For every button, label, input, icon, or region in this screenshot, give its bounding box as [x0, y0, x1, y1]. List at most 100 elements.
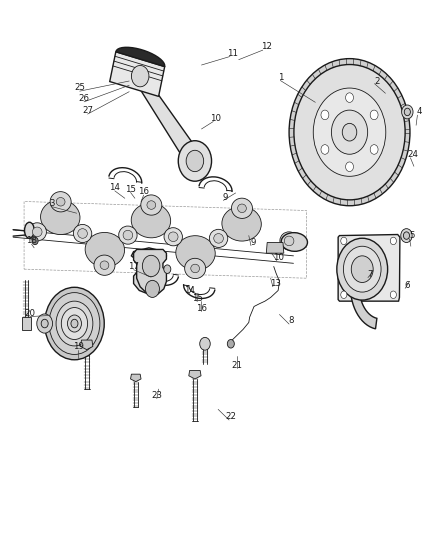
Circle shape [390, 237, 396, 245]
Ellipse shape [100, 261, 109, 270]
Ellipse shape [132, 70, 144, 82]
Ellipse shape [280, 232, 298, 250]
Circle shape [178, 141, 212, 181]
Circle shape [370, 144, 378, 154]
Text: 5: 5 [409, 231, 414, 240]
Circle shape [164, 265, 171, 273]
Ellipse shape [222, 206, 261, 241]
Ellipse shape [141, 195, 162, 215]
Text: 15: 15 [191, 294, 203, 303]
Text: 14: 14 [184, 286, 195, 295]
Ellipse shape [85, 232, 124, 267]
Circle shape [71, 319, 78, 328]
Text: 6: 6 [405, 281, 410, 289]
Polygon shape [134, 249, 166, 295]
Text: 16: 16 [196, 304, 207, 312]
Polygon shape [131, 248, 166, 294]
Circle shape [32, 237, 38, 245]
Circle shape [346, 162, 353, 172]
Ellipse shape [131, 203, 171, 238]
Ellipse shape [164, 228, 182, 246]
Ellipse shape [119, 226, 137, 244]
Ellipse shape [56, 198, 65, 206]
Text: 12: 12 [261, 43, 272, 51]
Text: 19: 19 [73, 342, 83, 351]
Ellipse shape [237, 204, 246, 213]
Ellipse shape [123, 230, 133, 240]
Circle shape [346, 93, 353, 102]
Circle shape [45, 287, 104, 360]
Circle shape [313, 88, 386, 176]
Circle shape [41, 319, 48, 328]
Circle shape [131, 66, 149, 87]
Circle shape [390, 291, 396, 298]
Polygon shape [189, 370, 201, 379]
Polygon shape [131, 374, 141, 382]
Circle shape [341, 291, 347, 298]
Circle shape [404, 108, 410, 116]
Circle shape [289, 59, 410, 206]
Ellipse shape [281, 232, 307, 252]
Text: 9: 9 [251, 238, 256, 247]
Text: 26: 26 [78, 94, 90, 103]
Circle shape [67, 315, 81, 332]
Ellipse shape [231, 198, 252, 219]
Text: 16: 16 [138, 188, 149, 196]
Circle shape [337, 238, 388, 300]
Circle shape [351, 256, 373, 282]
Text: 25: 25 [74, 84, 85, 92]
Text: 14: 14 [109, 183, 120, 192]
Circle shape [401, 229, 412, 243]
Polygon shape [266, 243, 284, 253]
Circle shape [145, 280, 159, 297]
Text: 2: 2 [374, 77, 379, 85]
Circle shape [294, 64, 405, 200]
Ellipse shape [50, 192, 71, 212]
Ellipse shape [25, 222, 34, 238]
Text: 20: 20 [24, 309, 35, 318]
Text: 9: 9 [223, 193, 228, 201]
Ellipse shape [74, 224, 92, 243]
Ellipse shape [94, 255, 115, 276]
Ellipse shape [78, 229, 87, 238]
Ellipse shape [28, 223, 46, 241]
Circle shape [37, 314, 53, 333]
Text: 7: 7 [367, 270, 373, 279]
Ellipse shape [169, 232, 178, 241]
Text: 8: 8 [289, 317, 294, 325]
Text: 18: 18 [26, 237, 37, 245]
Circle shape [56, 301, 93, 346]
Text: 3: 3 [50, 199, 55, 208]
Circle shape [142, 255, 160, 277]
Circle shape [343, 246, 381, 292]
Circle shape [49, 293, 100, 354]
Polygon shape [22, 317, 31, 330]
Circle shape [342, 123, 357, 141]
Ellipse shape [147, 201, 155, 209]
Circle shape [370, 110, 378, 120]
Ellipse shape [191, 264, 200, 273]
Text: 11: 11 [226, 49, 238, 58]
Polygon shape [81, 340, 93, 350]
Circle shape [321, 144, 329, 154]
Circle shape [227, 340, 234, 348]
Ellipse shape [41, 200, 80, 235]
Text: 24: 24 [407, 150, 418, 159]
Text: 4: 4 [417, 108, 422, 116]
Text: 10: 10 [210, 114, 221, 123]
Circle shape [341, 237, 347, 245]
Ellipse shape [185, 259, 206, 279]
Polygon shape [136, 75, 201, 167]
Circle shape [200, 337, 210, 350]
Polygon shape [110, 52, 165, 96]
Text: 15: 15 [125, 185, 136, 193]
Polygon shape [350, 245, 377, 329]
Circle shape [402, 105, 413, 119]
Ellipse shape [214, 233, 223, 243]
Text: 21: 21 [231, 361, 242, 369]
Text: 1: 1 [278, 73, 283, 82]
Text: 22: 22 [226, 413, 237, 421]
Polygon shape [116, 47, 165, 67]
Ellipse shape [32, 227, 42, 237]
Text: 27: 27 [82, 107, 93, 115]
